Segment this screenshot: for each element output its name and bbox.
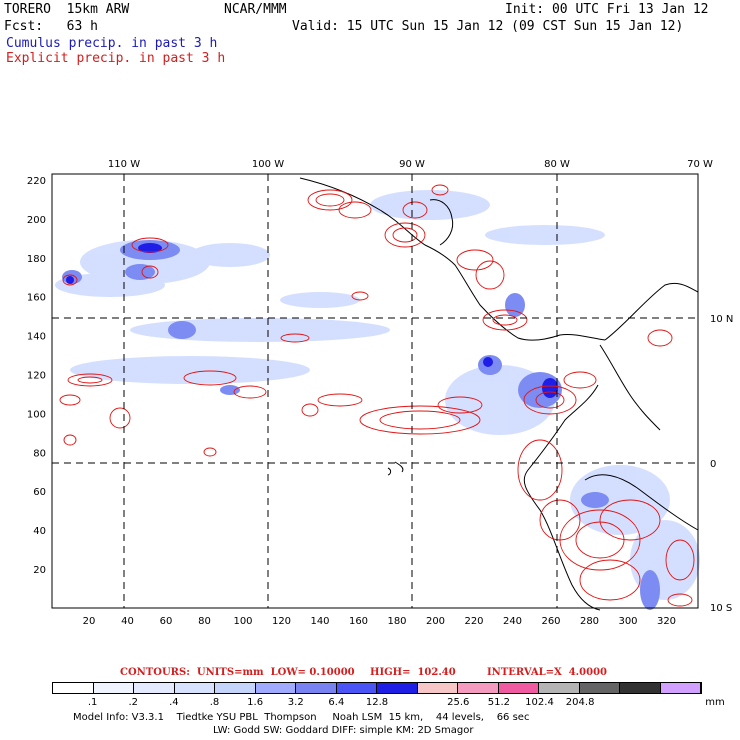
x-tick-label: 280: [580, 616, 599, 627]
lon-label: 100 W: [252, 159, 284, 170]
colorbar-tick-label: 51.2: [487, 697, 511, 708]
institution: NCAR/MMM: [224, 2, 287, 17]
y-tick-label: 80: [33, 448, 46, 459]
map-grid: [52, 174, 698, 608]
map-frame: [51, 173, 699, 609]
colorbar-swatch: [336, 683, 377, 693]
x-tick-label: 80: [198, 616, 211, 627]
x-tick-label: 160: [349, 616, 368, 627]
colorbar-unit: mm: [705, 697, 725, 708]
colorbar-tick-label: .2: [128, 697, 139, 708]
colorbar-tick-label: 3.2: [287, 697, 304, 708]
contours-units: CONTOURS: UNITS=mm LOW= 0.10000: [120, 667, 355, 678]
colorbar-swatch: [579, 683, 620, 693]
contours-interval: INTERVAL=X 4.0000: [487, 667, 607, 678]
colorbar-swatch: [93, 683, 134, 693]
model-info-line1: Model Info: V3.3.1 Tiedtke YSU PBL Thomp…: [73, 712, 530, 723]
y-tick-label: 200: [27, 215, 46, 226]
init-time: Init: 00 UTC Fri 13 Jan 12: [505, 2, 709, 17]
cumulus-precip-label: Cumulus precip. in past 3 h: [6, 36, 218, 51]
colorbar-swatch: [539, 683, 580, 693]
precip-contours: [59, 184, 695, 607]
y-tick-label: 100: [27, 409, 46, 420]
y-tick-label: 180: [27, 254, 46, 265]
x-tick-label: 100: [233, 616, 252, 627]
explicit-precip-label: Explicit precip. in past 3 h: [6, 51, 226, 66]
x-tick-label: 240: [503, 616, 522, 627]
x-tick-label: 260: [541, 616, 560, 627]
colorbar-tick-label: 1.6: [247, 697, 264, 708]
colorbar-swatch: [255, 683, 296, 693]
model-name: TORERO 15km ARW: [4, 2, 130, 17]
y-tick-label: 220: [27, 176, 46, 187]
colorbar-swatch: [377, 683, 418, 693]
x-tick-label: 200: [426, 616, 445, 627]
y-tick-label: 40: [33, 526, 46, 537]
x-tick-label: 20: [83, 616, 96, 627]
colorbar-swatch: [53, 683, 94, 693]
colorbar: [52, 682, 702, 694]
colorbar-tick-label: .8: [209, 697, 220, 708]
x-tick-label: 120: [272, 616, 291, 627]
colorbar-swatch: [296, 683, 337, 693]
lat-label: 0: [710, 459, 716, 470]
y-tick-label: 140: [27, 332, 46, 343]
colorbar-swatch: [620, 683, 661, 693]
colorbar-swatch: [498, 683, 539, 693]
lat-label: 10 N: [710, 314, 733, 325]
forecast-hour: Fcst: 63 h: [4, 19, 98, 34]
lon-label: 110 W: [108, 159, 140, 170]
colorbar-tick-label: 204.8: [565, 697, 595, 708]
colorbar-tick-label: 6.4: [328, 697, 345, 708]
y-tick-label: 160: [27, 293, 46, 304]
x-tick-label: 180: [387, 616, 406, 627]
x-tick-label: 140: [310, 616, 329, 627]
colorbar-swatch: [134, 683, 175, 693]
heavy-precip-shading: [66, 243, 558, 398]
mid-precip-shading: [62, 240, 660, 610]
x-tick-label: 300: [618, 616, 637, 627]
y-tick-label: 20: [33, 565, 46, 576]
x-tick-label: 40: [121, 616, 134, 627]
y-tick-label: 120: [27, 371, 46, 382]
colorbar-tick-label: 25.6: [447, 697, 470, 708]
lon-label: 70 W: [687, 159, 713, 170]
precip-shading: [55, 190, 700, 610]
colorbar-tick-label: .1: [87, 697, 98, 708]
colorbar-tick-label: 12.8: [365, 697, 389, 708]
lat-label: 10 S: [710, 603, 732, 614]
colorbar-swatch: [660, 683, 701, 693]
colorbar-tick-label: .4: [169, 697, 179, 708]
x-tick-label: 60: [160, 616, 173, 627]
colorbar-swatch: [417, 683, 458, 693]
x-tick-label: 220: [464, 616, 483, 627]
valid-time: Valid: 15 UTC Sun 15 Jan 12 (09 CST Sun …: [292, 19, 684, 34]
lon-label: 80 W: [544, 159, 570, 170]
colorbar-swatch: [458, 683, 499, 693]
colorbar-swatch: [174, 683, 215, 693]
contours-high: HIGH= 102.40: [370, 667, 456, 678]
coastlines: [299, 177, 699, 611]
colorbar-swatch: [215, 683, 256, 693]
y-tick-label: 60: [33, 487, 46, 498]
x-tick-label: 320: [657, 616, 676, 627]
model-info-line2: LW: Godd SW: Goddard DIFF: simple KM: 2D…: [213, 725, 474, 736]
lon-label: 90 W: [399, 159, 425, 170]
colorbar-tick-label: 102.4: [525, 697, 554, 708]
